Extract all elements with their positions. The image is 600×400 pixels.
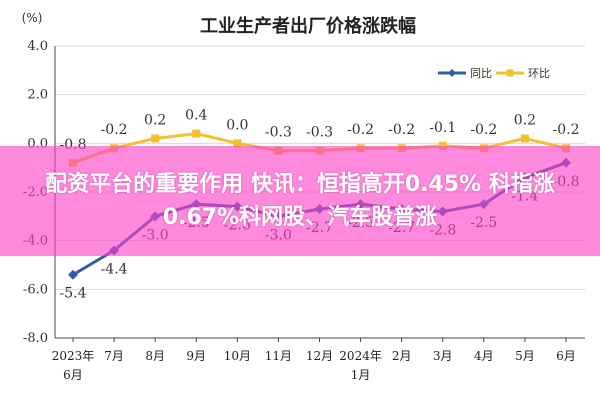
x-tick-label: 9月 xyxy=(186,349,206,363)
data-label: -0.2 xyxy=(101,122,128,138)
data-label: -0.3 xyxy=(265,125,292,141)
data-point-marker xyxy=(151,134,160,143)
data-label: -0.2 xyxy=(553,122,580,138)
x-tick-label: 6月 xyxy=(556,349,576,363)
legend-label: 同比 xyxy=(470,67,492,80)
data-label: -0.3 xyxy=(306,125,333,141)
news-headline[interactable]: 配资平台的重要作用 快讯：恒指高开0.45% 科指涨0.67%科网股、汽车股普涨 xyxy=(45,172,555,230)
x-tick-label: 1月 xyxy=(351,368,371,382)
data-label: -4.4 xyxy=(101,261,128,277)
legend-label: 环比 xyxy=(528,67,550,80)
legend-marker xyxy=(506,69,514,77)
data-label: 0.0 xyxy=(226,117,248,133)
x-tick-label: 8月 xyxy=(145,349,165,363)
data-point-marker xyxy=(438,141,447,150)
data-point-marker xyxy=(192,129,201,138)
data-label: 0.2 xyxy=(144,112,166,128)
data-label: -0.2 xyxy=(470,122,497,138)
x-tick-label: 7月 xyxy=(104,349,124,363)
data-label: -0.2 xyxy=(388,122,415,138)
data-point-marker xyxy=(68,269,78,280)
x-tick-label: 10月 xyxy=(224,349,251,363)
legend-marker xyxy=(448,69,456,77)
y-axis-unit: (%) xyxy=(22,11,43,25)
y-tick-label: -6.0 xyxy=(23,282,48,297)
news-overlay-banner[interactable]: 配资平台的重要作用 快讯：恒指高开0.45% 科指涨0.67%科网股、汽车股普涨 xyxy=(0,146,600,256)
x-tick-label: 2023年 xyxy=(52,349,95,363)
data-label: -0.1 xyxy=(429,120,456,136)
x-tick-label: 12月 xyxy=(306,349,333,363)
chart-title: 工业生产者出厂价格涨跌幅 xyxy=(200,15,416,37)
data-point-marker xyxy=(520,134,529,143)
x-tick-label: 2024年 xyxy=(339,349,382,363)
data-label: 0.2 xyxy=(514,112,536,128)
x-tick-label: 2月 xyxy=(392,349,412,363)
data-label: -5.4 xyxy=(60,286,87,302)
y-tick-label: 2.0 xyxy=(27,88,48,103)
data-label: 0.4 xyxy=(185,108,207,124)
y-tick-label: 4.0 xyxy=(27,39,48,54)
data-point-marker xyxy=(233,139,242,148)
data-label: -0.2 xyxy=(347,122,374,138)
x-tick-label: 5月 xyxy=(515,349,535,363)
x-tick-label: 4月 xyxy=(474,349,494,363)
x-tick-label: 11月 xyxy=(265,349,292,363)
x-tick-label: 3月 xyxy=(433,349,453,363)
y-tick-label: -8.0 xyxy=(23,331,48,346)
x-tick-label: 6月 xyxy=(63,368,83,382)
